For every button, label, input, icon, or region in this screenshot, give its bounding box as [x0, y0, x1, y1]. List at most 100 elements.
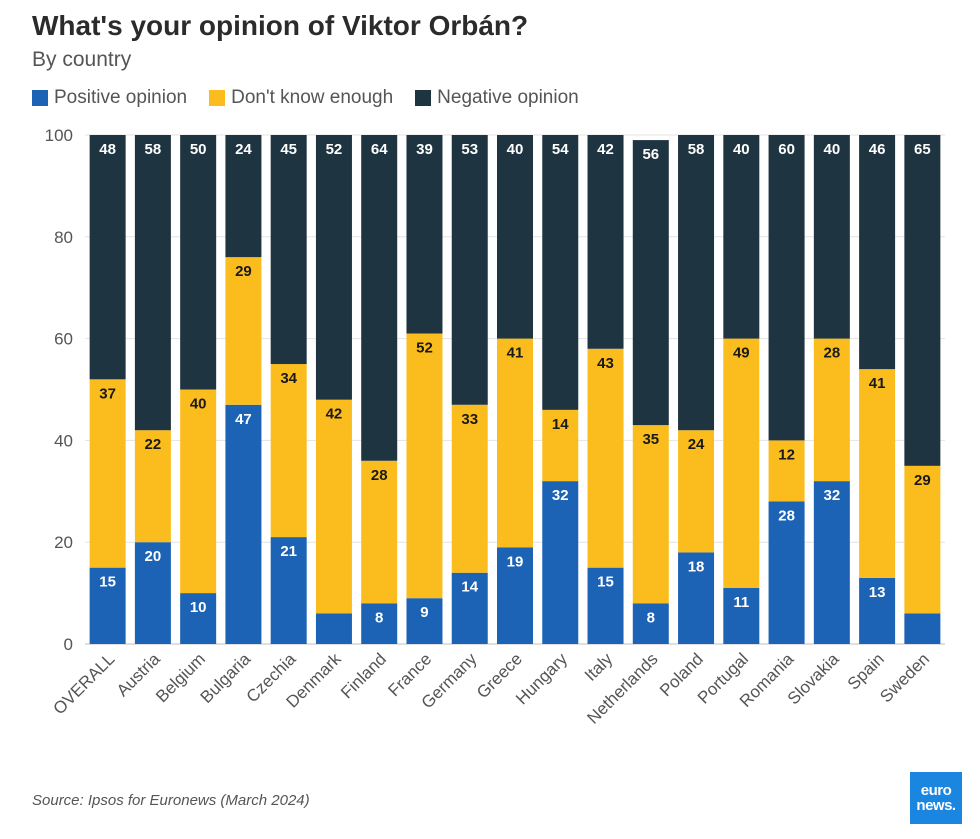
- bar-negative-opinion-finland[interactable]: [361, 135, 398, 461]
- bar-don-t-know-enough-netherlands[interactable]: [632, 425, 669, 604]
- legend-item-dont-know[interactable]: Don't know enough: [209, 87, 393, 109]
- bar-positive-opinion-france[interactable]: [406, 598, 443, 644]
- source-note: Source: Ipsos for Euronews (March 2024): [32, 792, 310, 809]
- data-label: 10: [190, 599, 207, 616]
- bar-positive-opinion-portugal[interactable]: [723, 588, 760, 644]
- data-label: 24: [235, 141, 252, 158]
- data-label: 8: [375, 609, 383, 626]
- data-label: 29: [235, 263, 252, 280]
- data-label: 40: [190, 396, 207, 413]
- logo-line-2: news.: [916, 797, 956, 814]
- bar-don-t-know-enough-spain[interactable]: [859, 369, 896, 578]
- bar-negative-opinion-poland[interactable]: [678, 135, 715, 431]
- bar-negative-opinion-czechia[interactable]: [270, 135, 307, 365]
- legend-item-negative[interactable]: Negative opinion: [415, 87, 579, 109]
- bar-positive-opinion-bulgaria[interactable]: [225, 404, 262, 644]
- bar-positive-opinion-belgium[interactable]: [180, 593, 217, 644]
- bar-don-t-know-enough-germany[interactable]: [451, 404, 488, 573]
- bar-positive-opinion-slovakia[interactable]: [813, 481, 850, 644]
- data-label: 52: [326, 141, 343, 158]
- bar-negative-opinion-greece[interactable]: [497, 135, 533, 339]
- bar-negative-opinion-germany[interactable]: [451, 135, 488, 405]
- bar-don-t-know-enough-sweden[interactable]: [904, 465, 941, 614]
- bar-positive-opinion-overall[interactable]: [89, 567, 126, 644]
- bar-negative-opinion-spain[interactable]: [859, 135, 896, 370]
- data-label: 18: [688, 558, 705, 575]
- data-label: 15: [597, 574, 614, 591]
- data-label: 48: [99, 141, 116, 158]
- y-tick-label: 20: [54, 533, 73, 552]
- bar-negative-opinion-bulgaria[interactable]: [225, 135, 262, 258]
- x-tick-label: Hungary: [512, 649, 571, 708]
- bar-positive-opinion-greece[interactable]: [497, 547, 533, 644]
- bar-negative-opinion-slovakia[interactable]: [813, 135, 850, 339]
- bar-don-t-know-enough-bulgaria[interactable]: [225, 257, 262, 405]
- bar-don-t-know-enough-portugal[interactable]: [723, 338, 760, 589]
- bar-negative-opinion-portugal[interactable]: [723, 135, 760, 339]
- bar-negative-opinion-denmark[interactable]: [315, 135, 352, 400]
- legend-label-dont-know: Don't know enough: [231, 87, 394, 108]
- data-label: 8: [647, 609, 655, 626]
- bar-positive-opinion-austria[interactable]: [134, 542, 171, 644]
- bar-negative-opinion-overall[interactable]: [89, 135, 126, 380]
- data-label: 52: [416, 340, 433, 357]
- bar-positive-opinion-romania[interactable]: [768, 501, 805, 644]
- data-label: 40: [507, 141, 524, 158]
- x-tick-label: OVERALL: [50, 649, 119, 718]
- bar-positive-opinion-italy[interactable]: [587, 567, 624, 644]
- data-label: 42: [326, 406, 343, 423]
- stacked-bar-chart: 020406080100153748OVERALL202258Austria10…: [45, 126, 945, 728]
- bar-positive-opinion-germany[interactable]: [451, 572, 488, 644]
- bar-positive-opinion-sweden[interactable]: [904, 613, 941, 644]
- data-label: 28: [371, 467, 388, 484]
- bar-positive-opinion-finland[interactable]: [361, 603, 398, 644]
- x-tick-label: Finland: [337, 649, 390, 702]
- data-label: 14: [552, 416, 569, 433]
- data-label: 43: [597, 355, 614, 372]
- bar-don-t-know-enough-greece[interactable]: [497, 338, 533, 548]
- data-label: 12: [778, 446, 795, 463]
- legend-swatch-negative: [415, 90, 432, 106]
- bar-don-t-know-enough-hungary[interactable]: [542, 409, 579, 482]
- data-label: 58: [688, 141, 705, 158]
- data-label: 40: [733, 141, 750, 158]
- data-label: 60: [778, 141, 795, 158]
- bar-negative-opinion-france[interactable]: [406, 135, 443, 334]
- bar-don-t-know-enough-romania[interactable]: [768, 440, 805, 502]
- y-tick-label: 80: [54, 228, 73, 247]
- bar-positive-opinion-denmark[interactable]: [315, 613, 352, 644]
- bar-don-t-know-enough-france[interactable]: [406, 333, 443, 599]
- bar-negative-opinion-netherlands[interactable]: [632, 140, 669, 426]
- bar-positive-opinion-poland[interactable]: [678, 552, 715, 644]
- bar-negative-opinion-belgium[interactable]: [180, 135, 217, 390]
- bar-don-t-know-enough-austria[interactable]: [134, 430, 171, 543]
- bar-positive-opinion-hungary[interactable]: [542, 481, 579, 644]
- data-label: 13: [869, 584, 886, 601]
- bar-positive-opinion-netherlands[interactable]: [632, 603, 669, 644]
- data-label: 32: [552, 487, 569, 504]
- bar-don-t-know-enough-slovakia[interactable]: [813, 338, 850, 482]
- bar-don-t-know-enough-italy[interactable]: [587, 348, 624, 568]
- legend-item-positive[interactable]: Positive opinion: [32, 87, 187, 109]
- bar-don-t-know-enough-poland[interactable]: [678, 430, 715, 553]
- data-label: 65: [914, 141, 931, 158]
- data-label: 41: [507, 345, 524, 362]
- bar-don-t-know-enough-denmark[interactable]: [315, 399, 352, 614]
- y-tick-label: 0: [64, 635, 73, 654]
- y-tick-label: 60: [54, 330, 73, 349]
- bar-positive-opinion-spain[interactable]: [859, 577, 896, 644]
- bar-don-t-know-enough-czechia[interactable]: [270, 364, 307, 538]
- bar-negative-opinion-italy[interactable]: [587, 135, 624, 349]
- y-tick-label: 100: [45, 126, 73, 145]
- data-label: 21: [280, 543, 297, 560]
- bar-negative-opinion-romania[interactable]: [768, 135, 805, 441]
- bar-don-t-know-enough-overall[interactable]: [89, 379, 126, 568]
- bar-don-t-know-enough-belgium[interactable]: [180, 389, 217, 594]
- bar-don-t-know-enough-finland[interactable]: [361, 460, 398, 604]
- bar-positive-opinion-czechia[interactable]: [270, 537, 307, 644]
- data-label: 46: [869, 141, 886, 158]
- bar-negative-opinion-sweden[interactable]: [904, 135, 941, 466]
- bar-negative-opinion-hungary[interactable]: [542, 135, 579, 410]
- chart-subtitle: By country: [32, 48, 132, 71]
- bar-negative-opinion-austria[interactable]: [134, 135, 171, 431]
